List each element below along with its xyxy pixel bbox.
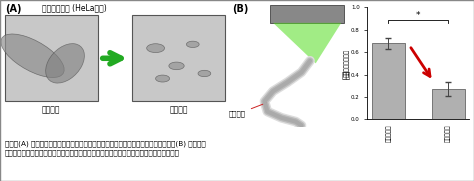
Text: 感覚神経: 感覚神経: [229, 102, 266, 117]
Ellipse shape: [155, 75, 170, 82]
Bar: [270, 5, 344, 23]
Text: 線虫: 線虫: [341, 71, 351, 81]
Text: (B): (B): [232, 4, 248, 14]
Ellipse shape: [46, 44, 84, 83]
Bar: [5, 15, 98, 101]
Bar: [432, 89, 465, 119]
Text: (A): (A): [5, 4, 21, 14]
Ellipse shape: [169, 62, 184, 70]
Text: 光照射後: 光照射後: [170, 106, 188, 115]
Ellipse shape: [186, 41, 199, 47]
Ellipse shape: [1, 34, 64, 77]
Text: 図３：(A) 光によるヒト培養細胞の形態変化。細胞は自死し、球状へと変化する。　(B) 光による
線虫の感覚神経の死滅。化学物質への応答が減少し、神経細胞が死滅: 図３：(A) 光によるヒト培養細胞の形態変化。細胞は自死し、球状へと変化する。 …: [5, 140, 206, 156]
Y-axis label: 化学物質への応答: 化学物質への応答: [344, 49, 349, 77]
Bar: [372, 43, 405, 119]
Text: 光照射前: 光照射前: [42, 106, 60, 115]
Ellipse shape: [198, 70, 211, 77]
Text: ヒト培養細胞 (HeLa細胞): ヒト培養細胞 (HeLa細胞): [42, 4, 107, 13]
Polygon shape: [273, 23, 341, 63]
Text: *: *: [416, 10, 420, 20]
Ellipse shape: [146, 44, 164, 53]
Bar: [132, 15, 225, 101]
